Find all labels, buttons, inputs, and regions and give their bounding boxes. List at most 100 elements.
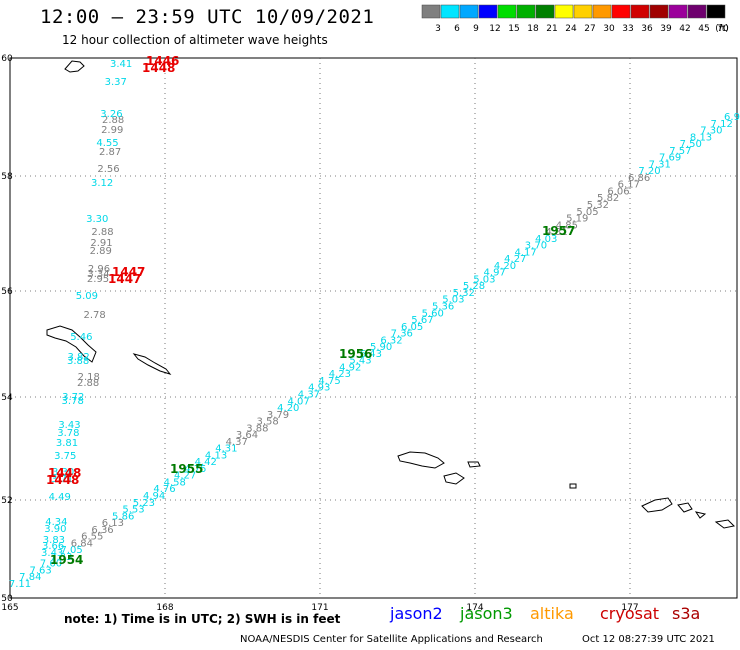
swh-value-west: 2.18 bbox=[78, 372, 100, 383]
coastline-island bbox=[397, 451, 445, 469]
swh-value: 4.58 bbox=[164, 477, 186, 488]
swh-value: 5.23 bbox=[133, 498, 155, 509]
legend-swatch-27 bbox=[573, 4, 593, 19]
swh-value: 7.84 bbox=[19, 572, 41, 583]
cryosat-time-label: 1448 bbox=[46, 473, 79, 487]
swh-value: 5.32 bbox=[453, 288, 475, 299]
swh-value: 3.64 bbox=[236, 430, 258, 441]
legend-label-18: 18 bbox=[527, 24, 539, 34]
swh-value: 8.13 bbox=[690, 132, 712, 143]
footer-credit: NOAA/NESDIS Center for Satellite Applica… bbox=[240, 634, 543, 645]
coastline-island bbox=[46, 325, 97, 363]
swh-value-west: 3.43 bbox=[41, 548, 63, 559]
mission-altika: altika bbox=[530, 604, 574, 623]
swh-value: 7.33 bbox=[50, 552, 72, 563]
swh-value: 5.03 bbox=[442, 295, 464, 306]
legend-swatch-3 bbox=[421, 4, 441, 19]
mission-s3a: s3a bbox=[672, 604, 701, 623]
coastline-island bbox=[443, 472, 465, 485]
swh-value: 4.31 bbox=[545, 227, 567, 238]
swh-value: 4.94 bbox=[143, 491, 165, 502]
swh-value-west: 3.72 bbox=[62, 392, 84, 403]
map-subtitle: 12 hour collection of altimeter wave hei… bbox=[62, 33, 328, 47]
coastline-island bbox=[132, 353, 172, 375]
legend-label-9: 9 bbox=[473, 24, 479, 34]
cryosat-time-label: 1446 bbox=[146, 54, 179, 68]
swh-value-west: 3.83 bbox=[43, 535, 65, 546]
swh-value-west: 5.09 bbox=[76, 291, 98, 302]
swh-value: 7.63 bbox=[30, 565, 52, 576]
legend-label-21: 21 bbox=[546, 24, 557, 34]
legend-unit: (ft) bbox=[715, 24, 729, 34]
legend-swatch-70 bbox=[706, 4, 726, 19]
swh-value: 3.58 bbox=[257, 417, 279, 428]
swh-value: 7.05 bbox=[60, 545, 82, 556]
legend-label-45: 45 bbox=[698, 24, 709, 34]
swh-value: 4.37 bbox=[298, 389, 320, 400]
swh-value: 3.79 bbox=[267, 410, 289, 421]
coastline-island bbox=[677, 502, 693, 513]
swh-value: 3.88 bbox=[246, 423, 268, 434]
legend-swatch-15 bbox=[497, 4, 517, 19]
swh-value: 7.57 bbox=[669, 146, 691, 157]
legend-label-12: 12 bbox=[489, 24, 500, 34]
swh-value: 4.97 bbox=[484, 268, 506, 279]
swh-value-west: 2.99 bbox=[101, 125, 123, 136]
swh-value: 6.86 bbox=[628, 173, 650, 184]
swh-value: 3.70 bbox=[525, 241, 547, 252]
swh-value: 7.11 bbox=[9, 579, 31, 590]
map-title: 12:00 – 23:59 UTC 10/09/2021 bbox=[40, 6, 375, 28]
legend-swatch-45 bbox=[687, 4, 707, 19]
legend-swatch-30 bbox=[592, 4, 612, 19]
swh-value-west: 3.88 bbox=[67, 356, 89, 367]
swh-value: 7.30 bbox=[700, 126, 722, 137]
swh-value: 7.20 bbox=[638, 166, 660, 177]
legend-swatch-39 bbox=[649, 4, 669, 19]
swh-value-west: 3.90 bbox=[44, 524, 66, 535]
y-tick-label: 52 bbox=[1, 496, 12, 506]
swh-value: 6.32 bbox=[380, 335, 402, 346]
swh-value-west: 3.34 bbox=[87, 269, 109, 280]
legend-label-30: 30 bbox=[603, 24, 615, 34]
cryosat-time-label: 1447 bbox=[108, 272, 141, 286]
legend-swatch-18 bbox=[516, 4, 536, 19]
legend-label-42: 42 bbox=[679, 24, 690, 34]
swh-value: 6.55 bbox=[81, 532, 103, 543]
swh-value: 4.20 bbox=[277, 403, 299, 414]
coastline-island bbox=[641, 497, 673, 513]
swh-value-west: 2.91 bbox=[90, 238, 112, 249]
swh-value-west: 4.49 bbox=[49, 492, 71, 503]
swh-value: 7.36 bbox=[391, 329, 413, 340]
legend-label-39: 39 bbox=[660, 24, 672, 34]
cryosat-time-label: 1448 bbox=[142, 61, 175, 75]
swh-value: 5.60 bbox=[422, 308, 444, 319]
legend-label-15: 15 bbox=[508, 24, 519, 34]
swh-value-west: 2.95 bbox=[87, 274, 109, 285]
map-frame bbox=[9, 57, 738, 599]
legend-label-27: 27 bbox=[584, 24, 595, 34]
swh-value-west: 2.88 bbox=[77, 378, 99, 389]
footer-note: note: 1) Time is in UTC; 2) SWH is in fe… bbox=[64, 612, 341, 626]
legend-label-70: 70 bbox=[717, 24, 729, 34]
mission-jason3: jason3 bbox=[460, 604, 513, 623]
swh-value-west: 3.43 bbox=[58, 420, 80, 431]
swh-value: 6.13 bbox=[102, 518, 124, 529]
swh-value: 7.31 bbox=[649, 159, 671, 170]
footer-timestamp: Oct 12 08:27:39 UTC 2021 bbox=[582, 634, 715, 645]
swh-value: 6.06 bbox=[607, 186, 629, 197]
swh-value: 5.82 bbox=[597, 193, 619, 204]
swh-value: 5.36 bbox=[432, 302, 454, 313]
swh-value: 7.69 bbox=[659, 153, 681, 164]
swh-value: 5.86 bbox=[112, 511, 134, 522]
swh-value: 7.60 bbox=[40, 559, 62, 570]
swh-value-west: 4.34 bbox=[45, 517, 67, 528]
pass-time-label: 1954 bbox=[50, 553, 83, 567]
swh-value: 5.19 bbox=[566, 214, 588, 225]
cryosat-time-label: 1448 bbox=[48, 466, 81, 480]
x-tick-label: 168 bbox=[156, 603, 173, 613]
swh-value: 4.85 bbox=[556, 220, 578, 231]
swh-value: 4.42 bbox=[195, 457, 217, 468]
y-tick-label: 56 bbox=[1, 287, 13, 297]
swh-value: 4.75 bbox=[184, 464, 206, 475]
